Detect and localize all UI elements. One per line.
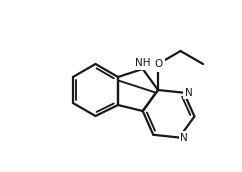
Text: O: O [154,59,162,69]
Text: N: N [185,88,193,98]
Text: NH: NH [135,58,151,68]
Text: N: N [180,132,188,143]
